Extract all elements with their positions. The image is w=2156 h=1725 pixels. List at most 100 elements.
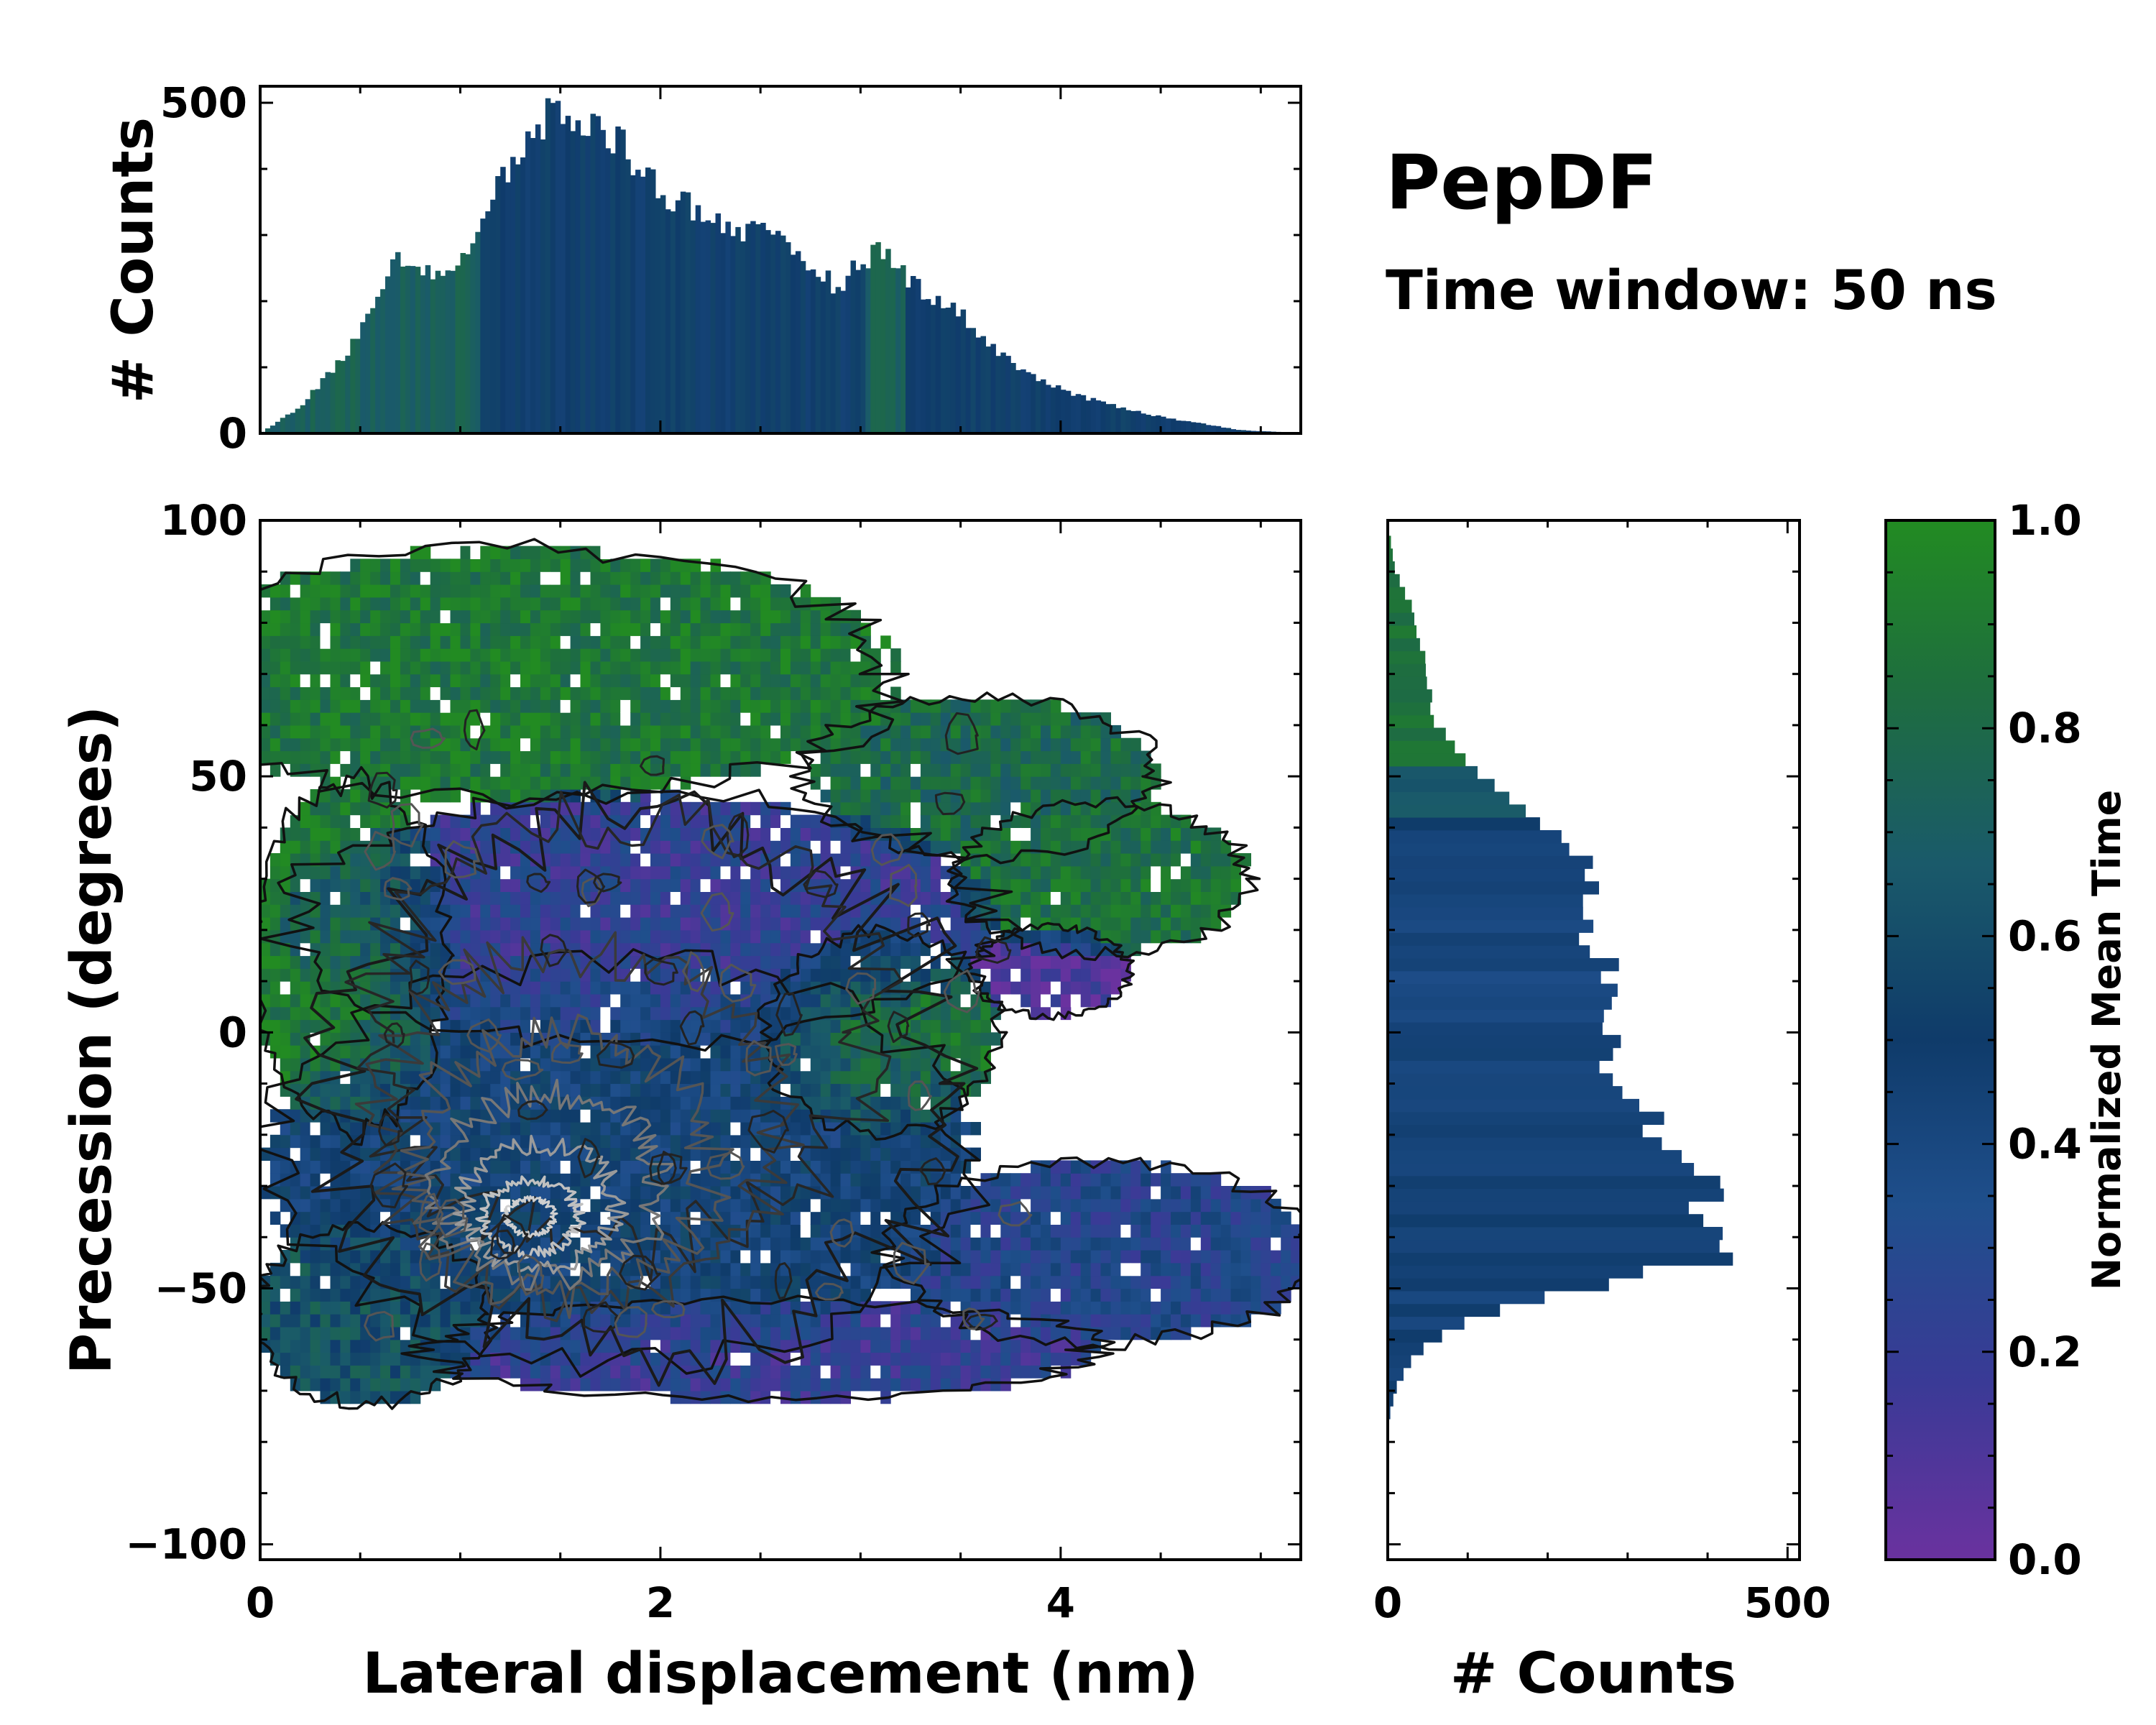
heatmap-cell xyxy=(540,1339,551,1353)
heatmap-cell xyxy=(920,1147,931,1161)
heatmap-cell xyxy=(350,1045,361,1059)
heatmap-cell xyxy=(590,1070,601,1085)
heatmap-cell xyxy=(550,648,561,662)
heatmap-cell xyxy=(610,712,621,726)
heatmap-cell xyxy=(470,699,481,713)
heatmap-cell xyxy=(840,1365,851,1379)
heatmap-cell xyxy=(600,1275,611,1289)
heatmap-cell xyxy=(990,789,1001,803)
heatmap-cell xyxy=(780,1301,791,1315)
heatmap-cell xyxy=(400,1365,411,1379)
heatmap-cell xyxy=(800,1122,811,1136)
heatmap-cell xyxy=(750,1160,761,1174)
heatmap-cell xyxy=(970,1122,981,1136)
heatmap-cell xyxy=(460,750,471,764)
heatmap-cell xyxy=(740,750,751,764)
heatmap-cell xyxy=(560,1160,571,1174)
heatmap-cell xyxy=(350,904,361,918)
heatmap-cell xyxy=(390,1275,401,1289)
heatmap-cell xyxy=(440,827,451,841)
heatmap-cell xyxy=(530,929,541,944)
heatmap-cell xyxy=(610,1160,621,1174)
heatmap-cell xyxy=(550,584,561,598)
heatmap-cell xyxy=(770,724,781,739)
heatmap-cell xyxy=(470,597,481,611)
heatmap-cell xyxy=(440,1032,451,1046)
heatmap-cell xyxy=(440,1045,451,1059)
heatmap-cell xyxy=(550,571,561,585)
heatmap-cell xyxy=(270,1045,281,1059)
heatmap-cell xyxy=(660,904,671,918)
heatmap-cell xyxy=(350,635,361,649)
heatmap-cell xyxy=(890,801,901,816)
heatmap-cell xyxy=(260,699,271,713)
heatmap-cell xyxy=(620,597,631,611)
heatmap-cell xyxy=(1050,981,1061,995)
heatmap-cell xyxy=(320,1301,331,1315)
heatmap-cell xyxy=(510,724,521,739)
heatmap-cell xyxy=(700,597,711,611)
heatmap-cell xyxy=(330,661,341,675)
heatmap-cell xyxy=(620,865,631,880)
heatmap-cell xyxy=(540,1070,551,1085)
heatmap-cell xyxy=(680,981,691,995)
heatmap-cell xyxy=(890,776,901,790)
heatmap-cell xyxy=(760,904,771,918)
heatmap-cell xyxy=(670,622,681,636)
heatmap-cell xyxy=(500,737,511,752)
heatmap-cell xyxy=(520,891,531,905)
heatmap-cell xyxy=(1000,1339,1011,1353)
heatmap-cell xyxy=(540,1186,551,1200)
heatmap-cell xyxy=(600,891,611,905)
top-histogram-bar xyxy=(490,199,496,433)
heatmap-cell xyxy=(540,750,551,764)
heatmap-cell xyxy=(950,1352,962,1366)
heatmap-cell xyxy=(1021,712,1031,726)
heatmap-cell xyxy=(270,737,281,752)
heatmap-cell xyxy=(330,1006,341,1021)
heatmap-cell xyxy=(790,1057,801,1072)
heatmap-cell xyxy=(740,1019,751,1033)
heatmap-cell xyxy=(650,597,661,611)
top-histogram-bar xyxy=(510,157,516,434)
heatmap-cell xyxy=(480,750,491,764)
heatmap-cell xyxy=(630,699,641,713)
heatmap-cell xyxy=(950,814,962,828)
heatmap-cell xyxy=(911,1262,921,1276)
heatmap-cell xyxy=(690,737,701,752)
heatmap-cell xyxy=(580,1186,591,1200)
heatmap-cell xyxy=(420,1314,431,1328)
heatmap-cell xyxy=(1000,942,1011,957)
heatmap-cell xyxy=(710,597,721,611)
heatmap-cell xyxy=(350,737,361,752)
heatmap-cell xyxy=(1031,750,1041,764)
heatmap-cell xyxy=(640,917,651,931)
heatmap-cell xyxy=(810,1250,821,1264)
heatmap-cell xyxy=(540,1019,551,1033)
heatmap-cell xyxy=(420,610,431,624)
heatmap-cell xyxy=(600,648,611,662)
heatmap-cell xyxy=(270,917,281,931)
heatmap-cell xyxy=(420,1288,431,1302)
heatmap-cell xyxy=(500,673,511,688)
heatmap-cell xyxy=(710,610,721,624)
heatmap-cell xyxy=(770,1109,781,1123)
top-histogram-bar xyxy=(880,259,886,433)
heatmap-cell xyxy=(820,1070,831,1085)
heatmap-cell xyxy=(600,840,611,854)
heatmap-cell xyxy=(280,724,291,739)
top-histogram-bar xyxy=(1135,410,1141,433)
heatmap-cell xyxy=(440,635,451,649)
heatmap-cell xyxy=(620,1019,631,1033)
heatmap-cell xyxy=(830,763,842,777)
heatmap-cell xyxy=(800,1211,811,1225)
heatmap-cell xyxy=(340,1275,351,1289)
heatmap-cell xyxy=(580,737,591,752)
heatmap-cell xyxy=(750,1250,761,1264)
heatmap-cell xyxy=(940,1032,952,1046)
heatmap-cell xyxy=(500,1275,511,1289)
heatmap-cell xyxy=(550,1186,561,1200)
heatmap-cell xyxy=(970,1224,981,1238)
heatmap-cell xyxy=(280,750,291,764)
heatmap-cell xyxy=(300,597,311,611)
